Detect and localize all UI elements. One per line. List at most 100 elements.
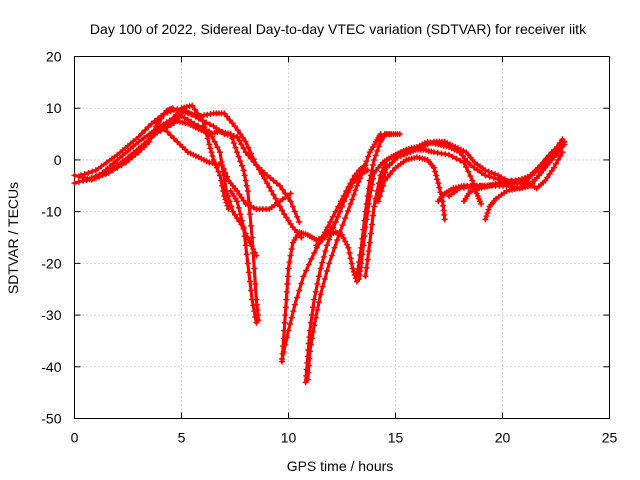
data-point-marker [234, 198, 241, 205]
data-point-marker [279, 356, 286, 362]
data-point-marker [365, 248, 372, 255]
data-point-marker [239, 217, 245, 224]
data-point-marker [175, 108, 182, 115]
data-point-marker [298, 280, 305, 287]
data-point-marker [312, 314, 319, 321]
data-point-marker [279, 207, 286, 214]
data-point-marker [431, 164, 437, 171]
data-point-marker [365, 200, 372, 207]
data-point-marker [347, 180, 354, 187]
data-point-marker [287, 321, 294, 328]
data-point-marker [276, 203, 283, 210]
data-point-marker [221, 193, 228, 200]
data-point-marker [433, 172, 440, 179]
data-point-marker [464, 158, 471, 165]
data-point-marker [282, 304, 289, 311]
data-point-marker [167, 122, 174, 128]
data-point-marker [145, 124, 152, 130]
data-point-marker [344, 189, 351, 196]
data-point-marker [314, 306, 321, 313]
data-point-marker [247, 278, 253, 285]
data-point-marker [328, 252, 335, 259]
data-point-marker [546, 171, 553, 178]
data-point-marker [336, 208, 343, 215]
data-point-marker [181, 114, 188, 121]
data-point-marker [240, 167, 247, 174]
data-point-marker [161, 125, 168, 132]
data-point-marker [173, 111, 180, 118]
data-point-marker [306, 355, 313, 362]
data-point-marker [230, 140, 237, 147]
series-track-13 [313, 162, 369, 249]
data-point-marker [252, 314, 259, 320]
data-point-marker [287, 190, 294, 197]
data-point-marker [362, 224, 369, 231]
data-point-marker [322, 248, 329, 255]
data-point-marker [324, 242, 330, 249]
data-point-marker [316, 299, 322, 306]
data-point-marker [218, 177, 225, 184]
data-point-marker [354, 182, 360, 189]
data-point-marker [367, 187, 374, 194]
data-point-marker [310, 304, 317, 311]
data-point-marker [436, 184, 443, 191]
data-point-marker [471, 164, 478, 171]
data-point-marker [370, 212, 376, 219]
data-point-marker [250, 302, 257, 309]
data-point-marker [234, 133, 241, 140]
data-point-marker [77, 172, 84, 179]
data-point-marker [346, 250, 353, 256]
data-point-marker [220, 188, 227, 194]
data-point-marker [306, 348, 313, 355]
data-point-marker [160, 111, 167, 118]
data-point-marker [223, 199, 230, 206]
data-point-marker [234, 215, 241, 222]
data-point-marker [546, 152, 552, 159]
data-point-marker [286, 259, 293, 266]
data-point-marker [234, 149, 241, 156]
data-point-marker [305, 369, 312, 376]
data-point-marker [308, 255, 315, 262]
series-track-8 [227, 188, 260, 326]
data-point-marker [118, 162, 125, 169]
data-point-marker [334, 237, 341, 244]
data-point-marker [114, 164, 121, 171]
data-point-marker [387, 171, 394, 178]
data-point-marker [482, 216, 489, 223]
data-point-marker [319, 259, 326, 266]
data-point-marker [449, 153, 456, 160]
data-point-marker [384, 174, 391, 181]
data-point-marker [544, 174, 551, 181]
data-point-marker [236, 137, 243, 144]
data-point-marker [446, 151, 452, 158]
data-point-marker [359, 251, 366, 258]
data-point-marker [331, 244, 338, 251]
data-point-marker [234, 127, 241, 134]
data-point-marker [158, 115, 165, 122]
data-point-marker [321, 234, 328, 241]
data-point-marker [404, 150, 411, 157]
data-point-marker [326, 236, 333, 243]
data-point-marker [375, 143, 382, 150]
data-point-marker [220, 166, 227, 172]
data-point-marker [374, 147, 381, 154]
data-point-marker [351, 173, 358, 180]
series-line [357, 148, 483, 281]
data-point-marker [199, 118, 206, 125]
data-point-marker [284, 281, 291, 287]
data-point-marker [361, 233, 368, 240]
data-point-marker [227, 131, 234, 138]
series-track-15 [356, 146, 485, 282]
data-point-marker [347, 200, 354, 207]
data-point-marker [327, 219, 334, 225]
data-point-marker [369, 181, 375, 188]
data-point-marker [238, 194, 245, 201]
data-point-marker [213, 164, 220, 171]
data-point-marker [215, 168, 222, 175]
data-point-marker [327, 226, 334, 233]
data-point-marker [234, 188, 241, 194]
data-point-marker [266, 184, 273, 191]
data-point-marker [309, 335, 315, 342]
data-point-marker [238, 141, 245, 148]
data-point-marker [167, 132, 174, 139]
